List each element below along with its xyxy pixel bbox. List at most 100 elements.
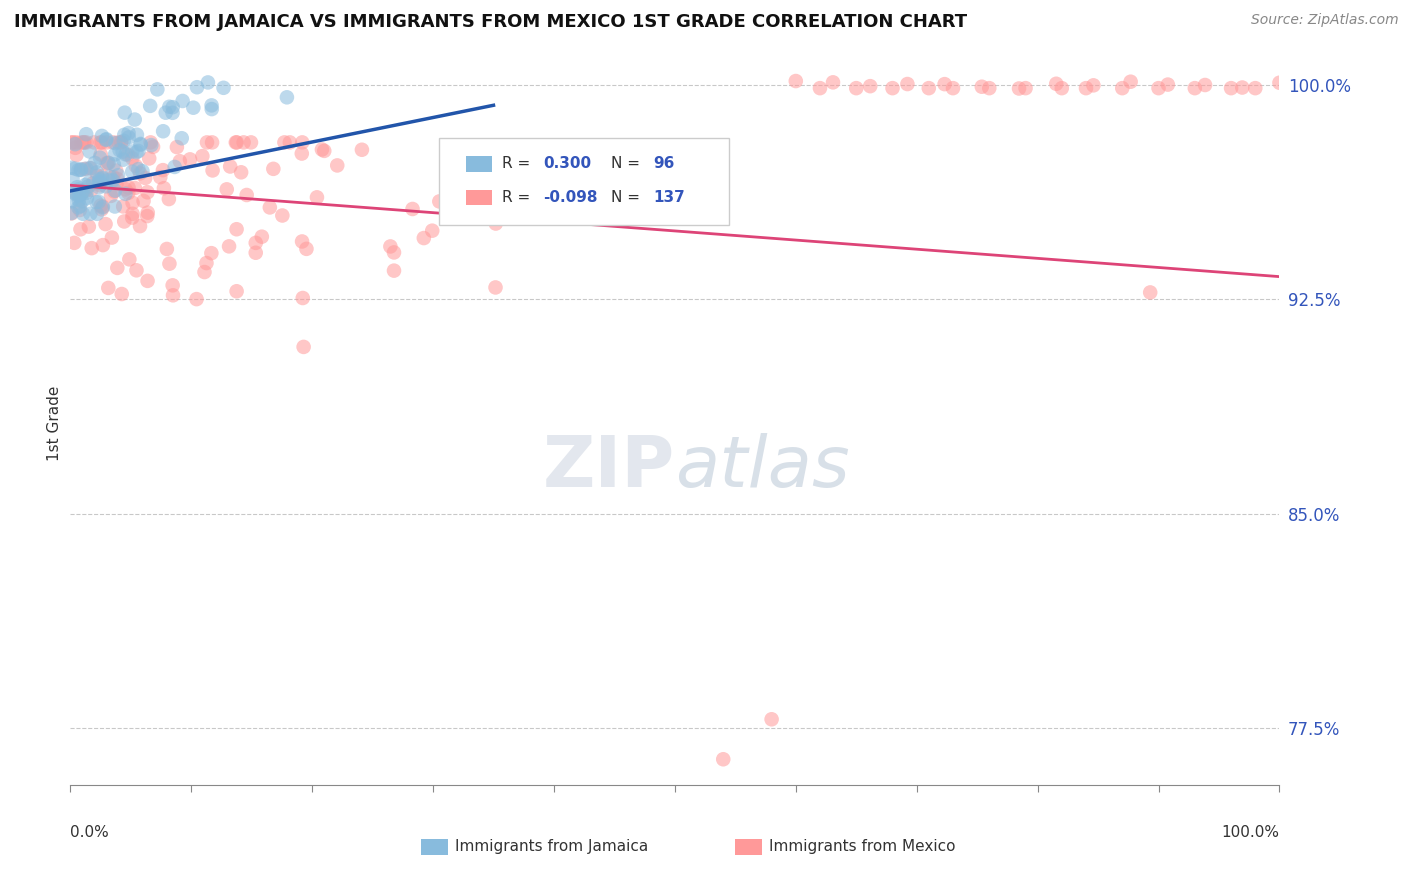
Point	[75, 184, 97, 198]
Point	[89, 136, 111, 150]
Point	[711, 752, 734, 766]
Point	[195, 256, 218, 270]
Point	[291, 235, 314, 249]
Point	[127, 144, 149, 158]
Point	[153, 181, 176, 195]
Point	[183, 101, 205, 115]
Point	[89, 176, 111, 190]
Point	[107, 136, 129, 150]
Point	[859, 79, 882, 94]
Point	[1184, 81, 1206, 95]
Point	[89, 176, 111, 190]
Point	[129, 137, 152, 152]
Point	[162, 288, 184, 302]
Bar	[735, 839, 762, 855]
Point	[1244, 81, 1267, 95]
Point	[67, 188, 90, 202]
Point	[105, 260, 128, 275]
Point	[149, 170, 172, 185]
Text: 0.300: 0.300	[543, 156, 591, 171]
Point	[121, 207, 143, 221]
Point	[69, 162, 91, 177]
Point	[121, 145, 143, 159]
Point	[278, 136, 301, 150]
Point	[197, 75, 219, 89]
Point	[186, 292, 208, 306]
Point	[292, 340, 315, 354]
Point	[60, 161, 83, 175]
Point	[67, 193, 90, 207]
Point	[172, 94, 194, 108]
Point	[103, 185, 125, 199]
Point	[75, 127, 97, 141]
Text: 96: 96	[654, 156, 675, 171]
Point	[166, 140, 188, 154]
Point	[112, 199, 135, 213]
Point	[96, 156, 118, 170]
Point	[225, 285, 247, 299]
Point	[218, 239, 240, 253]
Point	[157, 100, 180, 114]
Point	[91, 201, 114, 215]
Point	[73, 136, 96, 150]
Point	[65, 186, 87, 200]
Point	[250, 229, 273, 244]
Point	[808, 81, 831, 95]
Point	[97, 281, 120, 295]
Point	[114, 147, 136, 161]
Point	[72, 207, 94, 221]
Text: ZIP: ZIP	[543, 433, 675, 501]
Point	[125, 159, 148, 173]
Point	[65, 141, 87, 155]
Point	[350, 143, 373, 157]
Point	[70, 136, 93, 150]
Point	[169, 154, 191, 169]
Point	[271, 209, 294, 223]
Point	[70, 194, 93, 208]
Point	[229, 165, 252, 179]
Point	[1014, 81, 1036, 95]
Bar	[465, 155, 492, 171]
Point	[90, 202, 112, 217]
Point	[235, 188, 257, 202]
Point	[1083, 78, 1105, 93]
Point	[1194, 78, 1216, 92]
Point	[94, 133, 117, 147]
Point	[305, 190, 328, 204]
Text: N =: N =	[610, 156, 645, 171]
Point	[159, 257, 181, 271]
Point	[104, 199, 127, 213]
Point	[129, 219, 152, 233]
Point	[934, 77, 956, 91]
Point	[103, 157, 125, 171]
Point	[121, 151, 143, 165]
Point	[129, 166, 152, 180]
Point	[215, 182, 238, 196]
Point	[155, 105, 177, 120]
Text: R =: R =	[502, 156, 536, 171]
Point	[62, 136, 84, 150]
Point	[69, 222, 91, 236]
Point	[114, 182, 136, 196]
Point	[60, 206, 83, 220]
Point	[225, 222, 247, 236]
Point	[89, 173, 111, 187]
Point	[295, 242, 318, 256]
Point	[124, 181, 146, 195]
Point	[162, 278, 184, 293]
Point	[86, 165, 108, 179]
Point	[200, 246, 222, 260]
Point	[87, 180, 110, 194]
Point	[761, 712, 783, 726]
Point	[105, 163, 128, 178]
Point	[382, 263, 405, 277]
Point	[94, 179, 117, 194]
Point	[259, 201, 281, 215]
Point	[97, 155, 120, 169]
Point	[186, 80, 208, 95]
Point	[112, 128, 135, 142]
Point	[91, 238, 114, 252]
Point	[104, 184, 127, 198]
Point	[108, 143, 131, 157]
Text: N =: N =	[610, 190, 645, 205]
